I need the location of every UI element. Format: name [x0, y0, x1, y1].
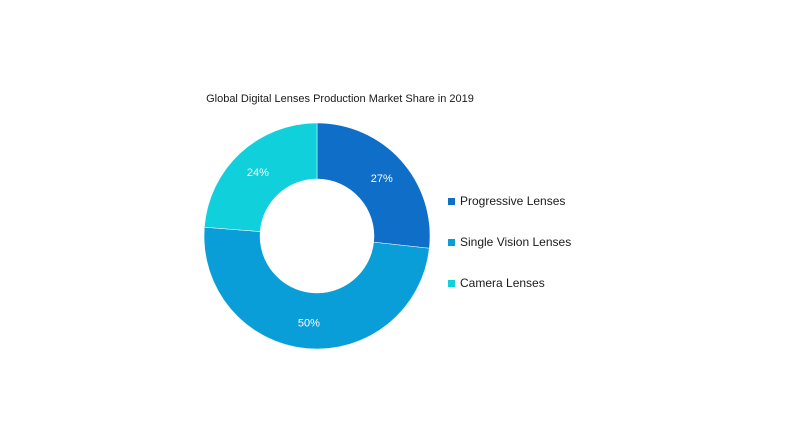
legend-label: Camera Lenses — [460, 276, 545, 290]
legend-item-camera-lenses[interactable]: Camera Lenses — [448, 276, 571, 290]
legend-label: Progressive Lenses — [460, 194, 566, 208]
chart-title: Global Digital Lenses Production Market … — [206, 93, 474, 105]
legend-label: Single Vision Lenses — [460, 235, 572, 249]
slice-value-label: 50% — [298, 318, 320, 330]
legend-swatch-progressive-lenses — [448, 197, 455, 205]
legend-swatch-single-vision-lenses — [448, 238, 455, 246]
legend: Progressive Lenses Single Vision Lenses … — [448, 194, 571, 317]
slice-value-label: 27% — [371, 173, 393, 185]
donut-slice-camera-lenses[interactable] — [204, 122, 318, 232]
legend-swatch-camera-lenses — [448, 279, 455, 287]
slice-value-label: 24% — [247, 167, 269, 179]
legend-item-progressive-lenses[interactable]: Progressive Lenses — [448, 194, 571, 208]
donut-slice-single-vision-lenses[interactable] — [203, 226, 430, 350]
legend-item-single-vision-lenses[interactable]: Single Vision Lenses — [448, 235, 571, 249]
donut-slice-progressive-lenses[interactable] — [316, 122, 431, 249]
